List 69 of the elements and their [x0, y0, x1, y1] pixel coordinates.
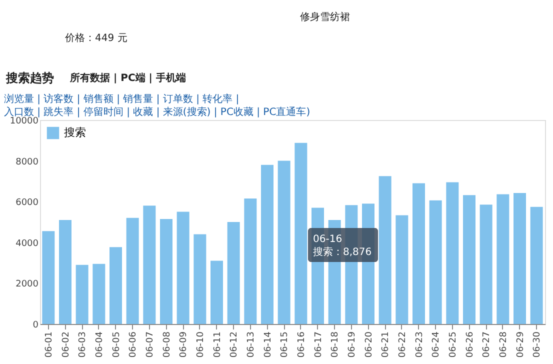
y-tick-label: 8000 — [16, 157, 39, 168]
x-tick-label: 06-29 — [516, 331, 526, 358]
x-tick-label: 06-27 — [482, 332, 492, 358]
bar — [446, 182, 459, 324]
bar — [530, 206, 543, 324]
bar — [261, 164, 274, 324]
x-tick-label: 06-01 — [44, 332, 54, 358]
x-tick-label: 06-07 — [145, 332, 156, 358]
y-tick-label: 10000 — [10, 116, 39, 126]
x-tick-label: 06-22 — [398, 332, 408, 358]
bar — [92, 264, 106, 324]
x-tick-label: 06-05 — [112, 332, 122, 358]
annotation: 06-16 搜索：8,876 — [313, 234, 372, 258]
y-tick-label: 6000 — [16, 198, 39, 208]
x-tick-label: 06-28 — [498, 331, 509, 358]
bar — [429, 200, 442, 324]
text: 浏览量 | 访客数 | 销售额 | 销售量 | 订单数 | 转化率 | 入口数 | 跳失率 | 停留时间 | 收藏 | 来源(搜索) | PC收藏 | PC直通车) — [4, 93, 310, 118]
bar — [294, 142, 308, 324]
x-tick-label: 06-18 — [330, 331, 341, 358]
bar — [244, 198, 257, 324]
chart-title: 修身雪纺裙 — [300, 11, 350, 23]
x-tick-label: 06-04 — [94, 331, 105, 358]
x-tick-label: 06-08 — [162, 331, 172, 358]
bar — [514, 193, 526, 324]
text: 所有数据 | PC端 | 手机端 — [69, 72, 186, 84]
x-tick-label: 06-23 — [414, 332, 425, 358]
y-tick-label: 4000 — [16, 238, 39, 249]
x-tick-label: 06-02 — [61, 332, 72, 358]
bar — [227, 222, 240, 324]
x-tick-label: 06-17 — [314, 332, 324, 358]
x-tick-label: 06-25 — [448, 332, 458, 358]
bar — [396, 215, 408, 324]
legend-label: 搜索 — [64, 126, 86, 139]
bar — [194, 234, 206, 324]
x-tick-label: 06-19 — [347, 331, 358, 358]
bar — [42, 231, 55, 324]
bar — [210, 260, 223, 324]
x-tick-label: 06-14 — [263, 331, 274, 358]
x-tick-label: 06-21 — [381, 332, 392, 358]
x-tick-label: 06-12 — [230, 332, 240, 358]
bar — [463, 195, 476, 324]
bar — [143, 206, 156, 324]
chart-subtitle: 价格：449 元 — [64, 32, 128, 44]
text: 搜索趋势 — [5, 71, 54, 85]
x-tick-label: 06-03 — [78, 332, 88, 358]
x-tick-label: 06-13 — [246, 332, 256, 358]
y-tick-label: 2000 — [16, 280, 39, 290]
x-tick-label: 06-26 — [465, 331, 476, 358]
bar — [160, 218, 172, 324]
bar — [278, 160, 290, 324]
bar — [126, 218, 139, 324]
bar — [496, 194, 510, 324]
bar — [76, 264, 88, 324]
bar — [480, 204, 492, 324]
x-tick-label: 06-10 — [196, 331, 206, 358]
bar — [110, 247, 122, 324]
x-tick-label: 06-24 — [432, 331, 442, 358]
x-tick-label: 06-11 — [212, 332, 223, 358]
bar — [59, 220, 72, 324]
bar — [412, 183, 425, 324]
bar — [378, 176, 392, 324]
x-tick-label: 06-16 — [296, 331, 307, 358]
x-tick-label: 06-30 — [532, 331, 543, 358]
bar — [176, 212, 190, 324]
x-tick-label: 06-06 — [128, 331, 139, 358]
x-tick-label: 06-15 — [280, 332, 290, 358]
x-tick-label: 06-09 — [179, 331, 190, 358]
y-tick-label: 0 — [32, 320, 39, 330]
x-tick-label: 06-20 — [364, 331, 374, 358]
